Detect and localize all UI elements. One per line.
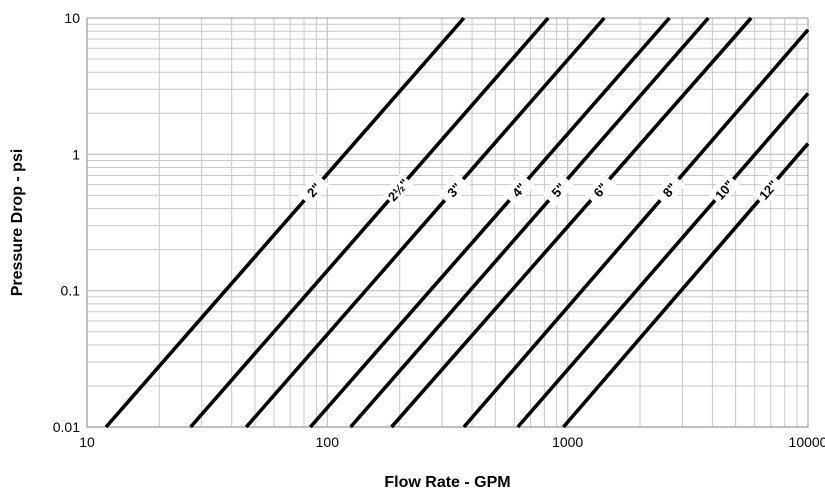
x-axis-ticks: 10 100 1000 10000 <box>79 434 825 450</box>
series-label-group: 5" <box>542 173 575 207</box>
series-line <box>104 16 466 429</box>
series-label-group: 8" <box>653 173 686 207</box>
series-label-background <box>542 173 575 207</box>
x-tick-label: 10000 <box>789 434 825 450</box>
plot-frame <box>86 17 809 428</box>
x-tick-label: 100 <box>316 434 340 450</box>
series-labels: 2" 2½" 3" 4" 5" 6" 8" 10" 12" <box>297 173 785 207</box>
series-label-group: 3" <box>437 173 470 207</box>
series-label-background <box>437 173 470 207</box>
series-label-group: 4" <box>502 173 535 207</box>
series-label-background <box>752 173 785 207</box>
series-lines <box>104 16 810 429</box>
y-axis-ticks: 0.01 0.1 1 10 <box>53 10 80 435</box>
series-line <box>516 92 810 429</box>
x-tick-label: 10 <box>79 434 95 450</box>
y-axis-title: Pressure Drop - psi <box>9 149 26 297</box>
series-label-background <box>297 173 330 207</box>
series-label-background <box>708 173 741 207</box>
series-label-background <box>382 173 415 207</box>
series-line <box>462 28 810 429</box>
series-label-background <box>653 173 686 207</box>
series-label-group: 2" <box>297 173 330 207</box>
series-label-background <box>502 173 535 207</box>
y-tick-label: 0.01 <box>53 419 80 435</box>
series-line <box>390 16 753 429</box>
series-line <box>349 16 710 429</box>
y-tick-label: 10 <box>64 10 80 26</box>
series-label-group: 6" <box>584 173 617 207</box>
y-tick-label: 1 <box>72 146 80 162</box>
series-line <box>309 16 671 429</box>
y-tick-label: 0.1 <box>61 283 81 299</box>
series-line <box>189 16 550 429</box>
series-label-background <box>584 173 617 207</box>
chart-grid <box>86 18 808 428</box>
x-axis-title: Flow Rate - GPM <box>384 474 510 491</box>
series-line <box>244 16 606 429</box>
x-tick-label: 1000 <box>552 434 583 450</box>
